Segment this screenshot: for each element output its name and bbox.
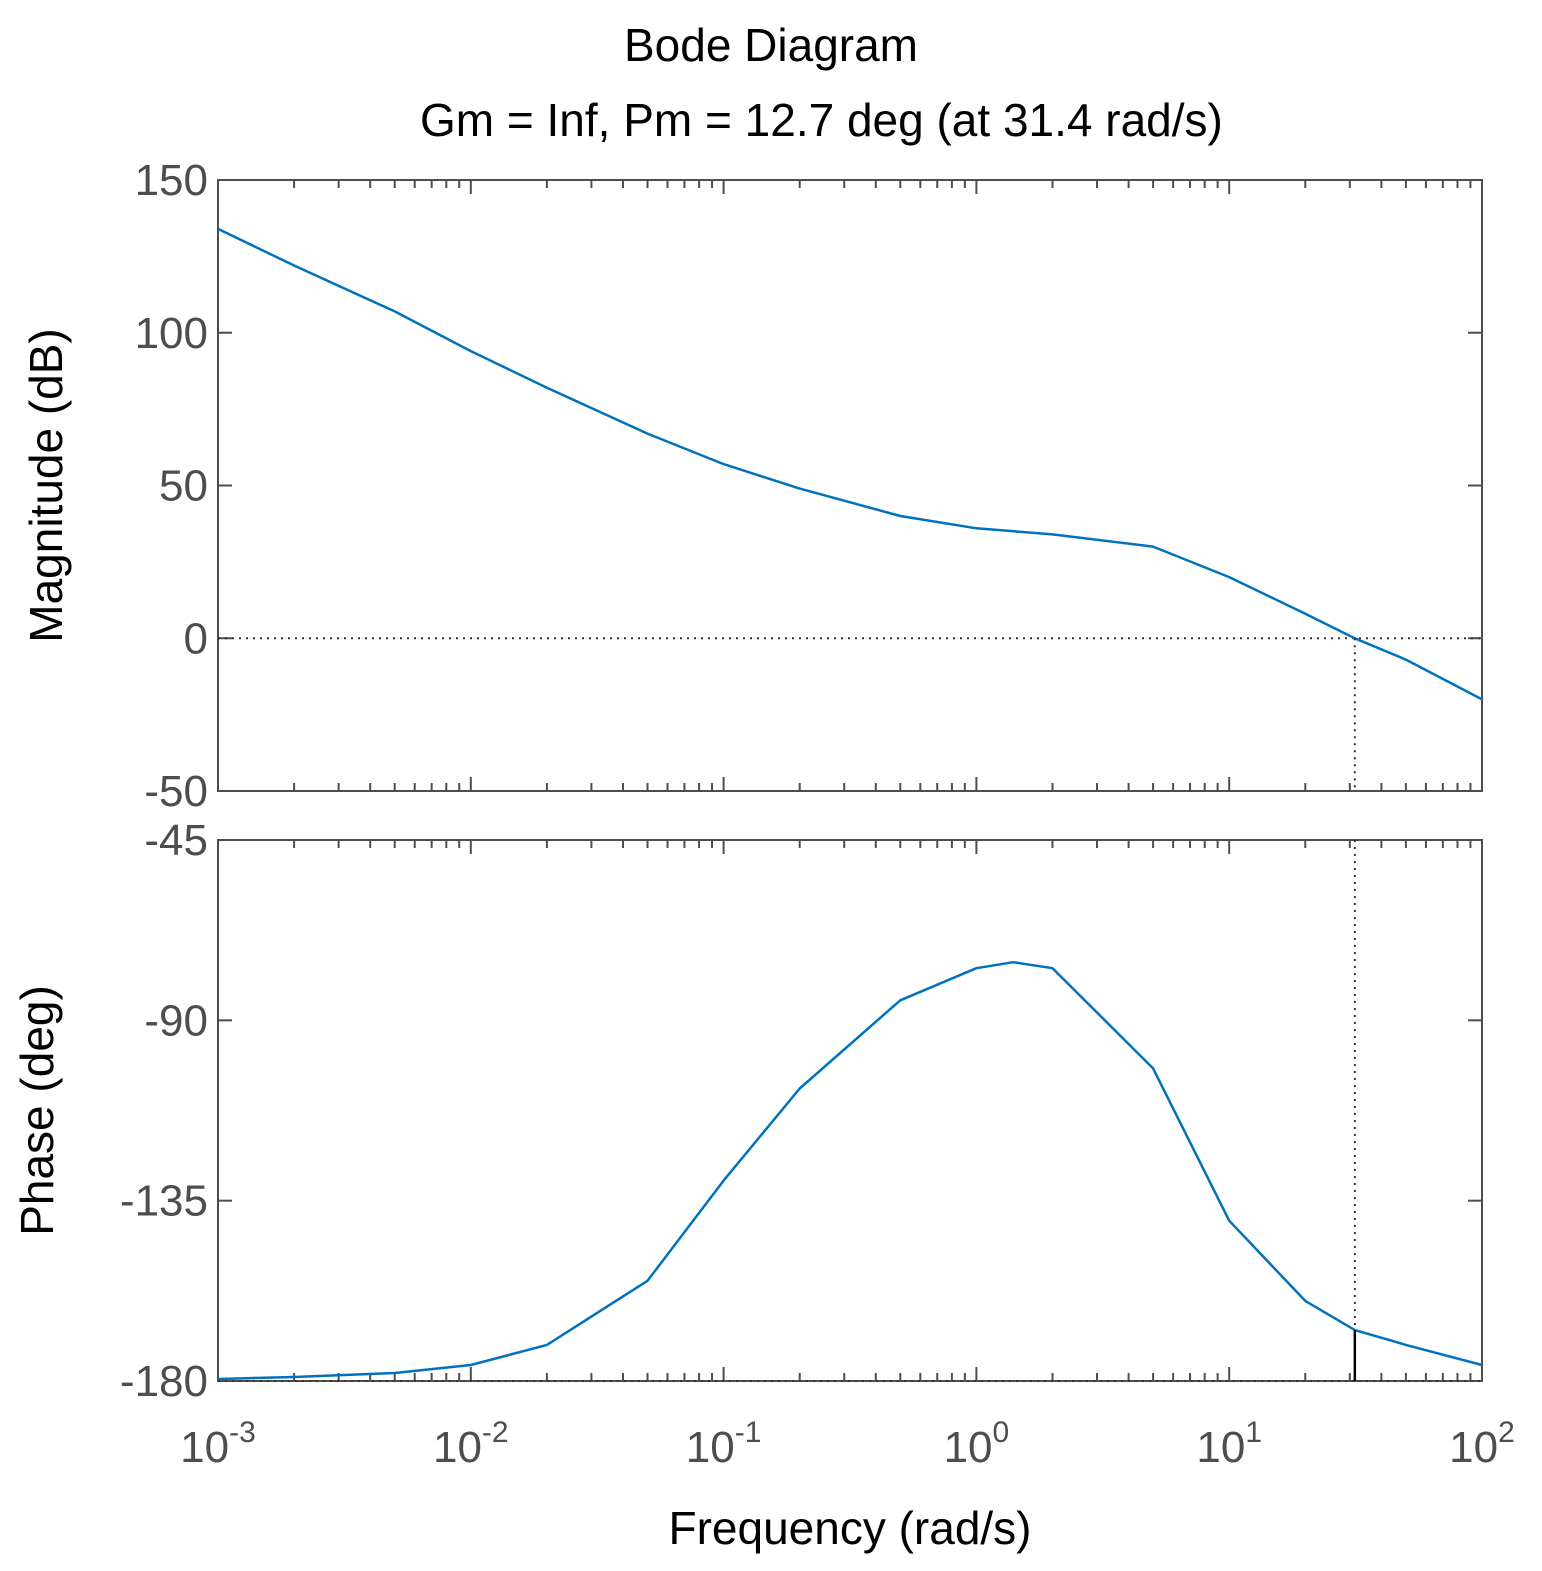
magnitude-y-tick-label: -50: [144, 767, 208, 816]
phase-y-tick-label: -180: [120, 1357, 208, 1406]
x-tick-label: 10-1: [686, 1416, 762, 1472]
x-tick-label: 101: [1196, 1416, 1262, 1472]
phase-curve: [217, 960, 1483, 1381]
magnitude-y-tick-label: 150: [135, 156, 208, 205]
x-tick-label: 10-3: [180, 1416, 256, 1472]
x-tick-label: 10-2: [433, 1416, 509, 1472]
magnitude-curve: [217, 227, 1483, 701]
magnitude-y-tick-label: 100: [135, 309, 208, 358]
magnitude-y-axis-label: Magnitude (dB): [20, 328, 72, 643]
x-tick-label: 100: [944, 1416, 1010, 1472]
phase-y-tick-label: -90: [144, 996, 208, 1045]
phase-y-axis-label: Phase (deg): [11, 985, 63, 1236]
magnitude-y-tick-label: 0: [184, 614, 208, 663]
chart-title: Bode Diagram: [623, 19, 919, 71]
x-tick-label: 102: [1449, 1416, 1515, 1472]
phase-axes-box: [217, 839, 1483, 1382]
magnitude-y-tick-label: 50: [159, 462, 208, 511]
phase-y-tick-label: -45: [144, 816, 208, 865]
phase-y-tick-label: -135: [120, 1177, 208, 1226]
chart-subtitle: Gm = Inf, Pm = 12.7 deg (at 31.4 rad/s): [420, 94, 1223, 146]
x-axis-label: Frequency (rad/s): [668, 1502, 1031, 1554]
magnitude-axes-box: [217, 179, 1483, 792]
